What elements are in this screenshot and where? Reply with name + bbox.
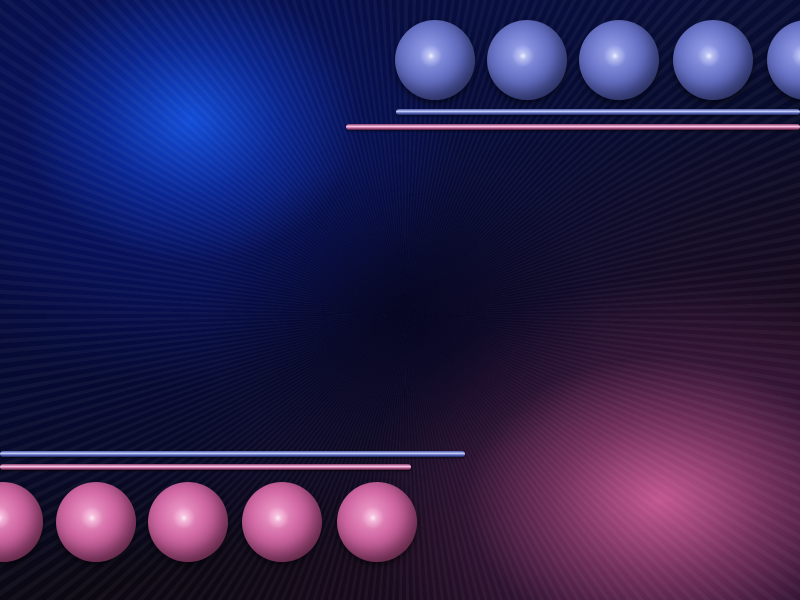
top-blue-bar: [396, 109, 800, 115]
pink-sphere-3: [148, 482, 228, 562]
blue-sphere-3: [579, 20, 659, 100]
pink-sphere-4: [242, 482, 322, 562]
top-pink-bar: [346, 124, 800, 130]
bottom-blue-bar: [0, 451, 465, 457]
blue-sphere-5: [767, 20, 800, 100]
pink-sphere-5: [337, 482, 417, 562]
blue-sphere-2: [487, 20, 567, 100]
bottom-pink-bar: [0, 464, 411, 470]
pink-sphere-2: [56, 482, 136, 562]
blue-sphere-4: [673, 20, 753, 100]
pink-sphere-1: [0, 482, 43, 562]
blue-sphere-1: [395, 20, 475, 100]
